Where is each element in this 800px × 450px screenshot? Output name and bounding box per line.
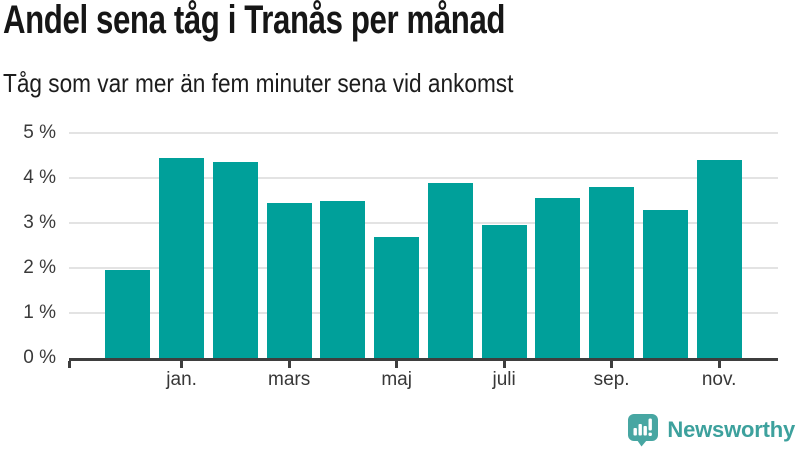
gridline (69, 222, 778, 224)
bar-aug. (535, 198, 581, 358)
y-tick-label: 3 % (23, 212, 56, 233)
x-tick-label: nov. (701, 369, 737, 390)
bar-juli (481, 225, 527, 358)
gridline (69, 177, 778, 179)
x-tick-label (639, 368, 693, 392)
bar-sep. (589, 187, 635, 358)
bar-apr. (320, 200, 366, 358)
x-tick-label: mars (268, 369, 311, 390)
x-tick-label (531, 368, 585, 392)
bar-slot (209, 133, 263, 358)
y-axis-labels: 0 % 1 % 2 % 3 % 4 % 5 % (0, 122, 56, 368)
x-axis-labels: jan. mars maj juli sep. nov. (69, 368, 778, 392)
x-axis-tick (180, 361, 184, 368)
gridlines (69, 132, 778, 358)
y-tick-label: 0 % (23, 347, 56, 368)
x-tick-label (424, 368, 478, 392)
x-axis-tick (502, 361, 506, 368)
bar-slot (639, 133, 693, 358)
x-tick-label (209, 368, 263, 392)
x-tick-label: sep. (593, 369, 630, 390)
bar-feb. (212, 162, 258, 358)
bar-jan. (159, 157, 205, 358)
newsworthy-bubble-chart-icon (628, 414, 659, 447)
bar-slot (316, 133, 370, 358)
x-tick-slot (316, 361, 370, 368)
x-axis-origin-tick (68, 361, 71, 368)
x-tick-label: jan. (166, 369, 197, 390)
gridline (69, 132, 778, 134)
x-tick-slot (424, 361, 478, 368)
gridline (69, 312, 778, 314)
bar-slot (424, 133, 478, 358)
bar-slot (262, 133, 316, 358)
bar-maj (374, 236, 420, 358)
newsworthy-wordmark: Newsworthy (667, 417, 795, 442)
x-axis-tick (717, 361, 721, 368)
x-tick-slot (692, 361, 746, 368)
bar-mars (266, 202, 312, 358)
bar-slot (692, 133, 746, 358)
x-tick-label (101, 368, 155, 392)
bar-nov. (696, 160, 742, 358)
bar-okt. (642, 209, 688, 358)
newsworthy-logo: Newsworthy (627, 413, 795, 447)
bar-slot (101, 133, 155, 358)
x-axis-ticks (69, 361, 778, 368)
x-tick-label: juli (492, 369, 516, 390)
x-tick-slot (531, 361, 585, 368)
x-tick-slot (370, 361, 424, 368)
bar-slot (155, 133, 209, 358)
x-tick-label (316, 368, 370, 392)
bar-series (69, 133, 778, 358)
bar-slot (585, 133, 639, 358)
x-tick-slot (155, 361, 209, 368)
x-axis-line (69, 358, 778, 361)
x-tick-slot (209, 361, 263, 368)
bar-juni (427, 182, 473, 358)
x-axis-tick (395, 361, 399, 368)
y-tick-label: 5 % (23, 122, 56, 143)
x-tick-slot (477, 361, 531, 368)
x-tick-slot (585, 361, 639, 368)
y-tick-label: 2 % (23, 257, 56, 278)
x-tick-slot (639, 361, 693, 368)
bar-slot (531, 133, 585, 358)
x-axis-tick (610, 361, 614, 368)
bar-slot (477, 133, 531, 358)
gridline (69, 267, 778, 269)
chart-subtitle: Tåg som var mer än fem minuter sena vid … (3, 68, 514, 98)
x-tick-label: maj (381, 369, 412, 390)
y-tick-label: 4 % (23, 167, 56, 188)
bar-dec. (105, 270, 151, 358)
y-tick-label: 1 % (23, 302, 56, 323)
chart-title: Andel sena tåg i Tranås per månad (3, 0, 506, 42)
bar-slot (370, 133, 424, 358)
x-tick-slot (262, 361, 316, 368)
x-tick-slot (101, 361, 155, 368)
x-axis-tick (287, 361, 291, 368)
